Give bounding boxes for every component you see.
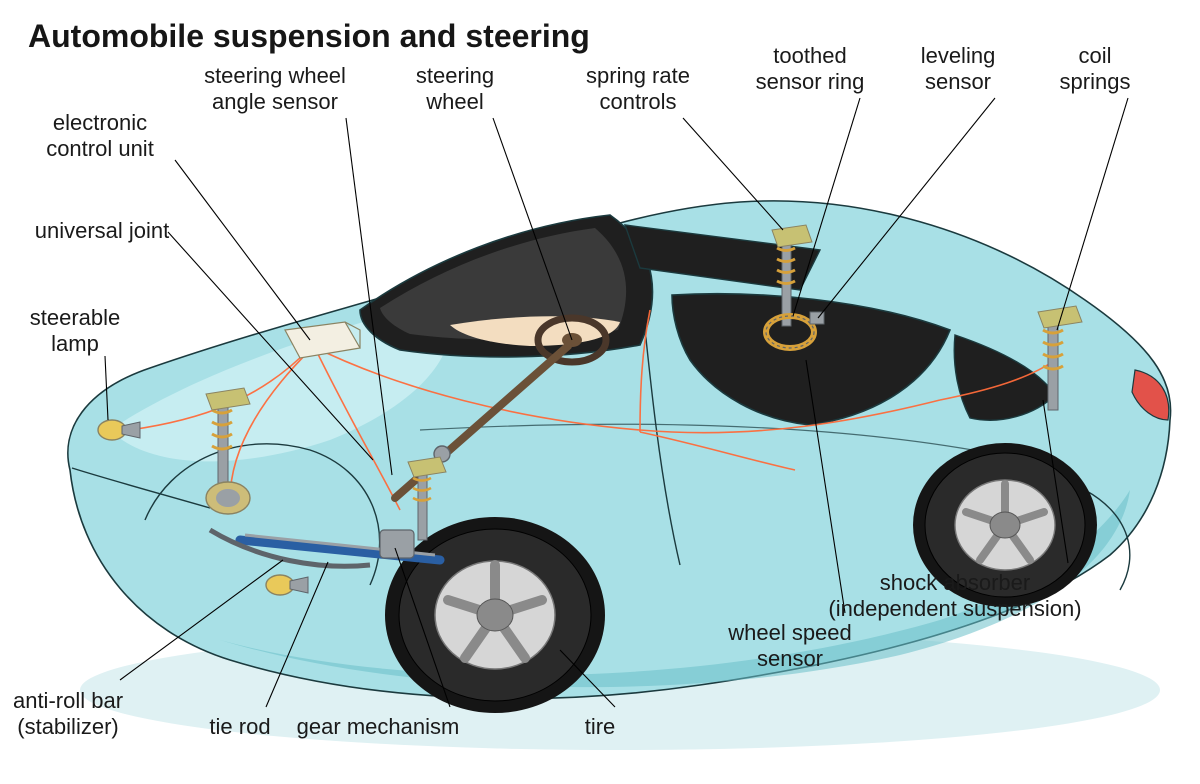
label-wss: wheel speed sensor [728,620,852,672]
lamp-left [98,420,140,440]
label-slamp: steerable lamp [30,305,121,357]
label-swheel: steering wheel [416,63,494,115]
label-gear: gear mechanism [297,714,460,740]
label-ujoint: universal joint [35,218,170,244]
lamp-right [266,575,308,595]
label-lvl: leveling sensor [921,43,996,95]
label-shock: shock absorber (independent suspension) [828,570,1081,622]
label-tierod: tie rod [209,714,270,740]
label-tsr: toothed sensor ring [756,43,865,95]
diagram-root: { "canvas":{"w":1200,"h":784,"background… [0,0,1200,784]
label-swa: steering wheel angle sensor [204,63,346,115]
car-illustration [0,0,1200,784]
label-ecu: electronic control unit [46,110,154,162]
label-tire: tire [585,714,616,740]
label-src: spring rate controls [586,63,690,115]
wheel-front [385,517,605,713]
label-arb: anti-roll bar (stabilizer) [13,688,123,740]
label-coil: coil springs [1060,43,1131,95]
diagram-title: Automobile suspension and steering [28,18,590,55]
